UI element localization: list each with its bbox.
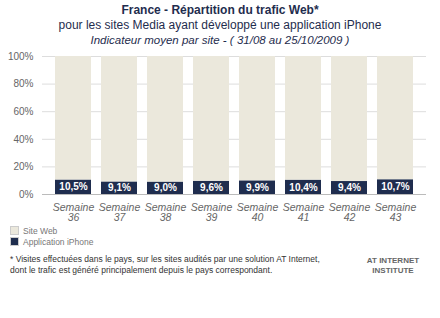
svg-text:20%: 20%: [13, 161, 33, 172]
svg-text:Semaine40: Semaine40: [237, 201, 279, 224]
html-text:France - Répartition du trafic: France - Répartition du trafic Web*: [121, 3, 319, 17]
svg-text:10,7%: 10,7%: [381, 181, 409, 192]
svg-text:80%: 80%: [13, 78, 33, 89]
svg-text:9,9%: 9,9%: [246, 182, 269, 193]
svg-text:Semaine43: Semaine43: [375, 201, 417, 224]
svg-text:60%: 60%: [13, 106, 33, 117]
svg-text:Semaine38: Semaine38: [145, 201, 187, 224]
svg-text:9,0%: 9,0%: [154, 182, 177, 193]
svg-text:Semaine41: Semaine41: [283, 201, 325, 224]
html-text:* Visites effectuées dans le p: * Visites effectuées dans le pays, sur l…: [10, 254, 320, 275]
svg-text:9,4%: 9,4%: [338, 182, 361, 193]
html-text:Site Web: Site Web: [23, 226, 58, 236]
svg-text:9,1%: 9,1%: [108, 182, 131, 193]
svg-text:0%: 0%: [19, 189, 34, 200]
svg-text:Semaine37: Semaine37: [99, 201, 141, 224]
html-text:Indicateur moyen par site - (: Indicateur moyen par site - ( 31/08 au 2…: [90, 34, 350, 46]
svg-text:100%: 100%: [8, 51, 34, 62]
svg-text:40%: 40%: [13, 134, 33, 145]
html-text:Application iPhone: Application iPhone: [23, 237, 94, 247]
svg-text:Semaine39: Semaine39: [191, 201, 233, 224]
svg-text:10,4%: 10,4%: [289, 182, 317, 193]
html-text:pour les sites Media ayant dév: pour les sites Media ayant développé une…: [58, 18, 382, 32]
svg-text:10,5%: 10,5%: [59, 181, 87, 192]
svg-text:Semaine36: Semaine36: [53, 201, 95, 224]
html-text:AT INTERNET INSTITUTE: AT INTERNET INSTITUTE: [366, 256, 420, 275]
svg-text:Semaine42: Semaine42: [329, 201, 371, 224]
svg-text:9,6%: 9,6%: [200, 182, 223, 193]
